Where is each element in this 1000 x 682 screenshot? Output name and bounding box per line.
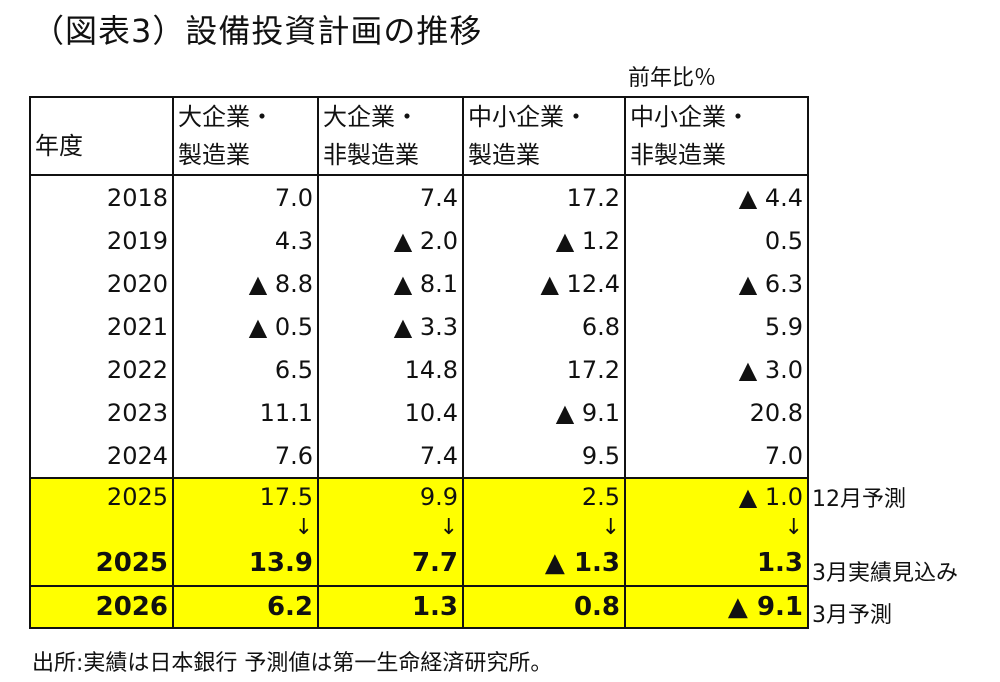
row-estimate-mar: 2025 13.9 7.7 ▲ 1.3 1.3 (29, 541, 809, 586)
page-title: （図表3）設備投資計画の推移 (32, 12, 483, 50)
value-cell: 0.8 (462, 585, 626, 629)
note-dec-forecast: 12月予測 (812, 487, 906, 512)
value-cell: 7.4 (317, 434, 464, 478)
value-cell: 9.9 (317, 477, 464, 515)
header-line: 中小企業・ (468, 103, 588, 131)
value-cell: ▲ 0.5 (172, 305, 319, 348)
down-arrow: ↓ (462, 515, 626, 541)
year-cell: 2023 (29, 391, 174, 434)
value-cell: ▲ 9.1 (624, 585, 809, 629)
value-cell: 17.5 (172, 477, 319, 515)
year-cell: 2025 (29, 477, 174, 515)
value-cell: 11.1 (172, 391, 319, 434)
down-arrow: ↓ (172, 515, 319, 541)
year-cell: 2024 (29, 434, 174, 478)
value-cell: 14.8 (317, 348, 464, 391)
year-cell: 2021 (29, 305, 174, 348)
table-row: 2021 ▲ 0.5 ▲ 3.3 6.8 5.9 (29, 305, 809, 348)
table-row: 2018 7.0 7.4 17.2 ▲ 4.4 (29, 175, 809, 219)
year-cell: 2020 (29, 262, 174, 305)
header-line: 大企業・ (323, 103, 419, 131)
table-row: 2024 7.6 7.4 9.5 7.0 (29, 434, 809, 478)
value-cell: ▲ 1.3 (462, 541, 626, 586)
row-forecast-dec: 2025 17.5 9.9 2.5 ▲ 1.0 (29, 477, 809, 515)
value-cell: 10.4 (317, 391, 464, 434)
value-cell: ▲ 4.4 (624, 175, 809, 219)
value-cell: 20.8 (624, 391, 809, 434)
value-cell: ▲ 3.0 (624, 348, 809, 391)
empty-cell (29, 515, 174, 541)
header-line: 非製造業 (630, 141, 726, 169)
down-arrow: ↓ (624, 515, 809, 541)
year-cell: 2018 (29, 175, 174, 219)
year-cell: 2025 (29, 541, 174, 586)
header-line: 製造業 (178, 141, 250, 169)
header-line: 非製造業 (323, 141, 419, 169)
value-cell: 7.4 (317, 175, 464, 219)
year-cell: 2019 (29, 219, 174, 262)
value-cell: 6.8 (462, 305, 626, 348)
value-cell: ▲ 8.8 (172, 262, 319, 305)
value-cell: 17.2 (462, 348, 626, 391)
value-cell: ▲ 3.3 (317, 305, 464, 348)
capex-table: 年度 大企業・製造業 大企業・非製造業 中小企業・製造業 中小企業・非製造業 2… (29, 96, 809, 629)
value-cell: 6.5 (172, 348, 319, 391)
table-row: 2022 6.5 14.8 17.2 ▲ 3.0 (29, 348, 809, 391)
value-cell: ▲ 1.0 (624, 477, 809, 515)
header-col-sme-nonmfg: 中小企業・ 非製造業 (624, 96, 809, 176)
value-cell: 9.5 (462, 434, 626, 478)
table-row: 2020 ▲ 8.8 ▲ 8.1 ▲ 12.4 ▲ 6.3 (29, 262, 809, 305)
year-rows: 2018 7.0 7.4 17.2 ▲ 4.4 2019 4.3 ▲ 2.0 ▲ 1.2 0.5 2… (29, 175, 809, 478)
value-cell: 6.2 (172, 585, 319, 629)
header-line: 大企業・ (178, 103, 274, 131)
value-cell: 13.9 (172, 541, 319, 586)
row-forecast-mar: 2026 6.2 1.3 0.8 ▲ 9.1 (29, 585, 809, 629)
value-cell: ▲ 2.0 (317, 219, 464, 262)
row-arrows: ↓ ↓ ↓ ↓ (29, 515, 809, 541)
source-note: 出所:実績は日本銀行 予測値は第一生命経済研究所。 (32, 651, 553, 676)
year-cell: 2022 (29, 348, 174, 391)
header-year: 年度 (29, 96, 174, 176)
value-cell: 7.7 (317, 541, 464, 586)
year-cell: 2026 (29, 585, 174, 629)
value-cell: 17.2 (462, 175, 626, 219)
note-mar-forecast: 3月予測 (812, 603, 892, 628)
table-row: 2023 11.1 10.4 ▲ 9.1 20.8 (29, 391, 809, 434)
value-cell: 1.3 (317, 585, 464, 629)
value-cell: ▲ 9.1 (462, 391, 626, 434)
value-cell: 7.0 (172, 175, 319, 219)
value-cell: 7.0 (624, 434, 809, 478)
value-cell: ▲ 6.3 (624, 262, 809, 305)
header-col-sme-mfg: 中小企業・ 製造業 (462, 96, 626, 176)
unit-label: 前年比％ (628, 66, 717, 91)
value-cell: ▲ 12.4 (462, 262, 626, 305)
value-cell: 7.6 (172, 434, 319, 478)
value-cell: 1.3 (624, 541, 809, 586)
value-cell: 2.5 (462, 477, 626, 515)
header-row: 年度 大企業・製造業 大企業・非製造業 中小企業・製造業 中小企業・非製造業 (29, 96, 809, 176)
header-col-large-mfg: 大企業・ 製造業 (172, 96, 319, 176)
header-line: 中小企業・ (630, 103, 750, 131)
value-cell: 4.3 (172, 219, 319, 262)
value-cell: 5.9 (624, 305, 809, 348)
value-cell: 0.5 (624, 219, 809, 262)
table-row: 2019 4.3 ▲ 2.0 ▲ 1.2 0.5 (29, 219, 809, 262)
value-cell: ▲ 1.2 (462, 219, 626, 262)
note-mar-estimate: 3月実績見込み (812, 561, 958, 586)
value-cell: ▲ 8.1 (317, 262, 464, 305)
down-arrow: ↓ (317, 515, 464, 541)
header-line: 製造業 (468, 141, 540, 169)
header-col-large-nonmfg: 大企業・ 非製造業 (317, 96, 464, 176)
